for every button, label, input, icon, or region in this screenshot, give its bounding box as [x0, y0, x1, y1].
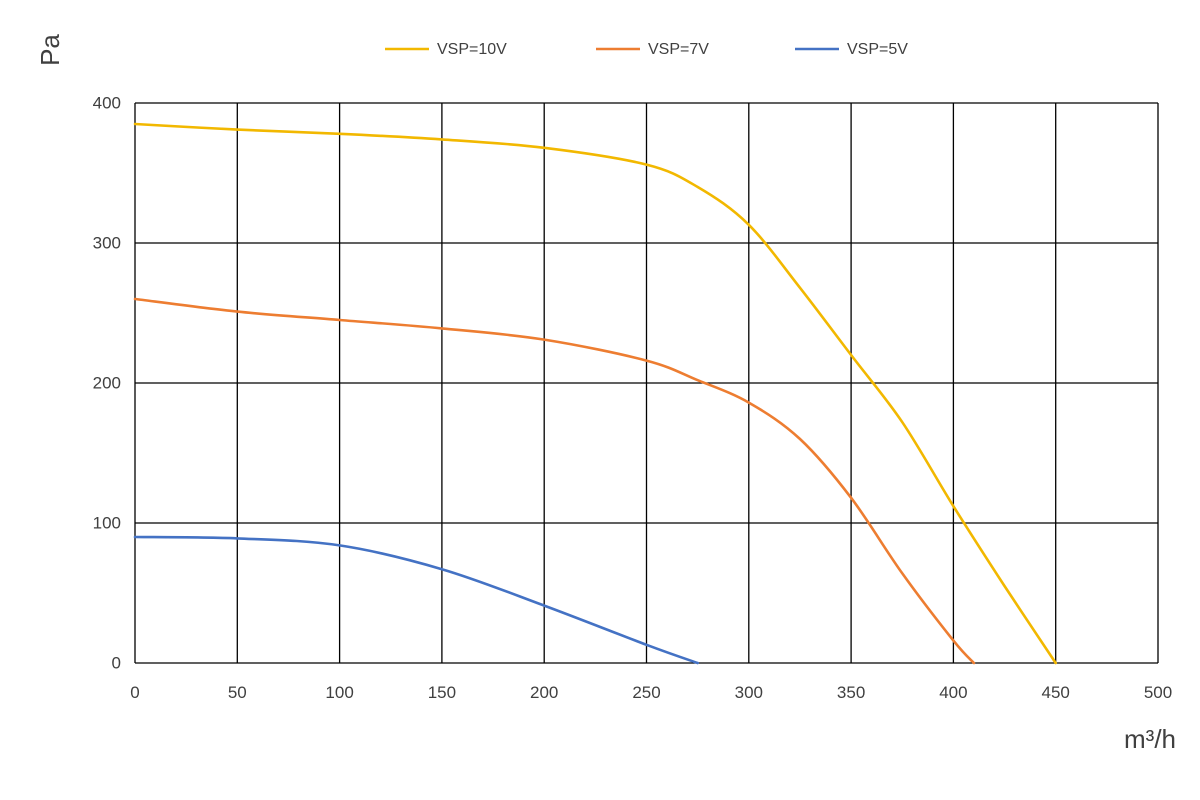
y-tick-label: 200: [93, 373, 121, 392]
series-layer: [133, 122, 1057, 665]
y-axis-title: Pa: [35, 34, 65, 66]
y-tick-label: 100: [93, 513, 121, 532]
y-tick-label: 300: [93, 233, 121, 252]
x-tick-label: 350: [837, 683, 865, 702]
legend-label-vsp-5v: VSP=5V: [847, 41, 908, 58]
legend-label-vsp-10v: VSP=10V: [437, 41, 507, 58]
x-tick-label: 100: [325, 683, 353, 702]
x-tick-label: 200: [530, 683, 558, 702]
series-line-vsp-10v: [133, 122, 1057, 665]
x-tick-label: 250: [632, 683, 660, 702]
x-tick-label: 50: [228, 683, 247, 702]
y-tick-label: 400: [93, 93, 121, 112]
x-tick-label: 300: [735, 683, 763, 702]
tick-layer: 0 50 100 150 200 250 300 350 400 450 500 0 100 200 300…: [93, 93, 1173, 702]
grid-layer: [134, 102, 1159, 664]
y-tick-label: 0: [112, 653, 121, 672]
x-tick-label: 450: [1042, 683, 1070, 702]
x-tick-label: 400: [939, 683, 967, 702]
series-line-vsp-5v: [133, 535, 699, 665]
x-tick-label: 150: [428, 683, 456, 702]
legend-label-vsp-7v: VSP=7V: [648, 41, 709, 58]
legend: VSP=10V VSP=7V VSP=5V: [385, 41, 908, 58]
x-tick-label: 500: [1144, 683, 1172, 702]
series-line-vsp-7v: [133, 297, 976, 665]
x-axis-title: m³/h: [1124, 724, 1176, 754]
x-tick-label: 0: [130, 683, 139, 702]
